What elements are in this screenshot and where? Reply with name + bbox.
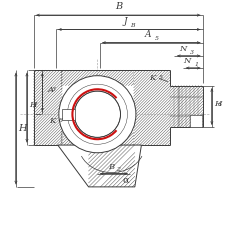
Bar xyxy=(33,70,169,145)
Circle shape xyxy=(59,76,135,153)
Text: H: H xyxy=(30,101,37,109)
Text: K: K xyxy=(149,74,155,82)
Bar xyxy=(189,115,201,127)
Text: 2: 2 xyxy=(116,167,120,172)
Text: N: N xyxy=(183,57,190,65)
Bar xyxy=(62,109,75,120)
Text: B: B xyxy=(114,2,121,11)
Text: H: H xyxy=(214,100,221,108)
Text: B: B xyxy=(107,163,113,171)
Text: H: H xyxy=(19,124,27,133)
Text: 5: 5 xyxy=(154,36,158,41)
Text: 2: 2 xyxy=(32,103,36,108)
Polygon shape xyxy=(57,145,141,187)
Text: B: B xyxy=(130,23,134,28)
Text: K: K xyxy=(49,117,55,125)
Text: A: A xyxy=(144,30,151,39)
Text: 5: 5 xyxy=(158,75,162,80)
Text: N: N xyxy=(178,45,186,53)
Text: 3: 3 xyxy=(51,87,55,92)
Text: α: α xyxy=(122,176,129,185)
Text: 1: 1 xyxy=(194,62,197,67)
Circle shape xyxy=(74,91,120,137)
Text: 6: 6 xyxy=(216,101,220,106)
Text: 8: 8 xyxy=(59,118,63,123)
Text: J: J xyxy=(123,17,127,26)
Text: A: A xyxy=(48,86,54,94)
Text: 3: 3 xyxy=(189,50,193,55)
